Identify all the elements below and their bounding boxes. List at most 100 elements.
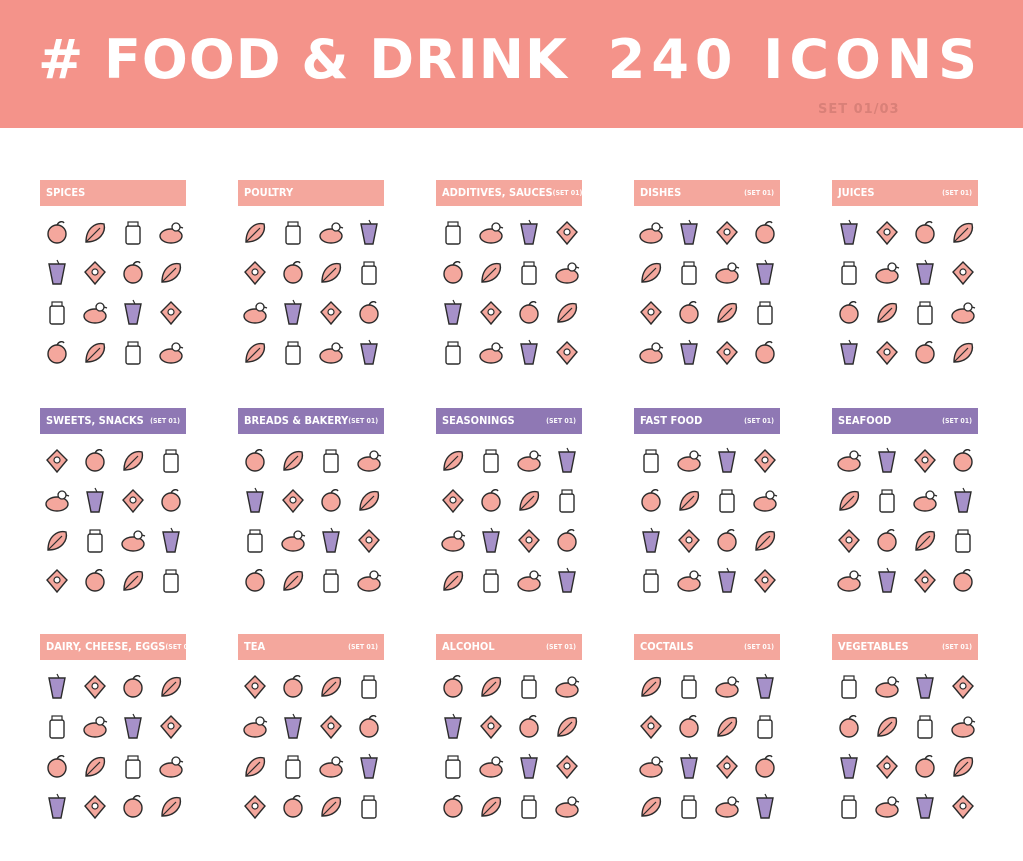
- cup-icon: [316, 792, 346, 822]
- cubes-icon: [552, 338, 582, 368]
- spoon-icon: [476, 338, 506, 368]
- fish-icon: [948, 566, 978, 596]
- coffee-icon: [674, 526, 704, 556]
- sandwich-icon: [636, 566, 666, 596]
- rice-icon: [750, 338, 780, 368]
- salad-icon: [712, 258, 742, 288]
- panel-title: VEGETABLES: [838, 640, 909, 653]
- cup-icon: [354, 752, 384, 782]
- grapes-icon: [438, 792, 468, 822]
- category-panel: SEAFOOD (SET 01): [832, 408, 978, 606]
- wine-glass-icon: [674, 712, 704, 742]
- header-banner: # FOOD & DRINK 240 ICONS SET 01/03: [0, 0, 1023, 128]
- cheese-icon: [80, 712, 110, 742]
- panel-title: SWEETS, SNACKS: [46, 414, 144, 427]
- pepper-icon: [476, 526, 506, 556]
- tomato-icon: [948, 792, 978, 822]
- cup-icon: [240, 712, 270, 742]
- candy-cane-icon: [42, 486, 72, 516]
- panel-header: ALCOHOL (SET 01): [436, 634, 582, 660]
- glass-icon: [636, 752, 666, 782]
- flute-icon: [636, 792, 666, 822]
- banner-count: 240 ICONS: [607, 28, 983, 91]
- bottle-icon: [514, 672, 544, 702]
- mug-icon: [80, 672, 110, 702]
- chicken-icon: [354, 298, 384, 328]
- apple-icon: [948, 258, 978, 288]
- goat-icon: [156, 792, 186, 822]
- cheese-icon: [118, 792, 148, 822]
- leaf-icon: [42, 338, 72, 368]
- hen-icon: [316, 258, 346, 288]
- eggs-icon: [156, 712, 186, 742]
- icon-grid: [634, 672, 780, 832]
- panel-set-label: (SET 01): [546, 643, 576, 651]
- box-icon: [438, 258, 468, 288]
- chili-icon: [80, 258, 110, 288]
- fish-icon: [712, 338, 742, 368]
- panel-header: POULTRY: [238, 180, 384, 206]
- quail-icon: [316, 298, 346, 328]
- bottles-icon: [552, 712, 582, 742]
- jam-icon: [42, 526, 72, 556]
- cup-icon: [278, 792, 308, 822]
- popsicle-icon: [750, 486, 780, 516]
- wheat-icon: [552, 792, 582, 822]
- grape-icon: [834, 338, 864, 368]
- star-anise-icon: [156, 298, 186, 328]
- cup-icon: [316, 712, 346, 742]
- rooster-icon: [278, 218, 308, 248]
- category-panel: DISHES (SET 01): [634, 180, 780, 378]
- pineapple-icon: [948, 338, 978, 368]
- bamboo-icon: [476, 792, 506, 822]
- ginger-icon: [80, 298, 110, 328]
- parsley-icon: [514, 526, 544, 556]
- fish-icon: [948, 486, 978, 516]
- panel-header: ADDITIVES, SAUCES (SET 01): [436, 180, 582, 206]
- icon-grid: [40, 218, 186, 378]
- flower-icon: [552, 486, 582, 516]
- dish-icon: [674, 298, 704, 328]
- leaf-icon: [514, 486, 544, 516]
- plate-icon: [636, 218, 666, 248]
- wine-bottle-icon: [514, 792, 544, 822]
- teapot-icon: [240, 752, 270, 782]
- panel-title: SEAFOOD: [838, 414, 892, 427]
- juice-icon: [948, 298, 978, 328]
- eggplant-icon: [910, 792, 940, 822]
- fish-icon: [872, 526, 902, 556]
- ketchup-icon: [514, 298, 544, 328]
- glass-icon: [834, 298, 864, 328]
- clove-icon: [118, 298, 148, 328]
- panel-set-label: (SET 01): [348, 417, 379, 425]
- panel-title: BREADS & BAKERY: [244, 414, 349, 427]
- icon-grid: [832, 446, 978, 606]
- bowl-icon: [636, 258, 666, 288]
- panel-header: SEAFOOD (SET 01): [832, 408, 978, 434]
- bottles-icon: [476, 712, 506, 742]
- carrot-icon: [910, 712, 940, 742]
- panel-title: SEASONINGS: [442, 414, 515, 427]
- leaf-icon: [514, 566, 544, 596]
- basil-icon: [476, 566, 506, 596]
- cup-icon: [278, 752, 308, 782]
- lobster-icon: [834, 446, 864, 476]
- icon-grid: [238, 218, 384, 378]
- icon-grid: [40, 672, 186, 832]
- egg-icon: [156, 672, 186, 702]
- sausage-icon: [712, 566, 742, 596]
- panel-title: DAIRY, CHEESE, EGGS: [46, 640, 166, 653]
- teapot-icon: [354, 672, 384, 702]
- cabbage-icon: [948, 752, 978, 782]
- cocktail-icon: [712, 712, 742, 742]
- panel-title: POULTRY: [244, 186, 294, 199]
- burger-bun-icon: [354, 486, 384, 516]
- leaf-icon: [438, 566, 468, 596]
- carton-icon: [872, 258, 902, 288]
- baguette-icon: [278, 526, 308, 556]
- powder-icon: [552, 258, 582, 288]
- fish-icon: [834, 486, 864, 516]
- martini-icon: [712, 792, 742, 822]
- cup-icon: [354, 792, 384, 822]
- mug-icon: [750, 672, 780, 702]
